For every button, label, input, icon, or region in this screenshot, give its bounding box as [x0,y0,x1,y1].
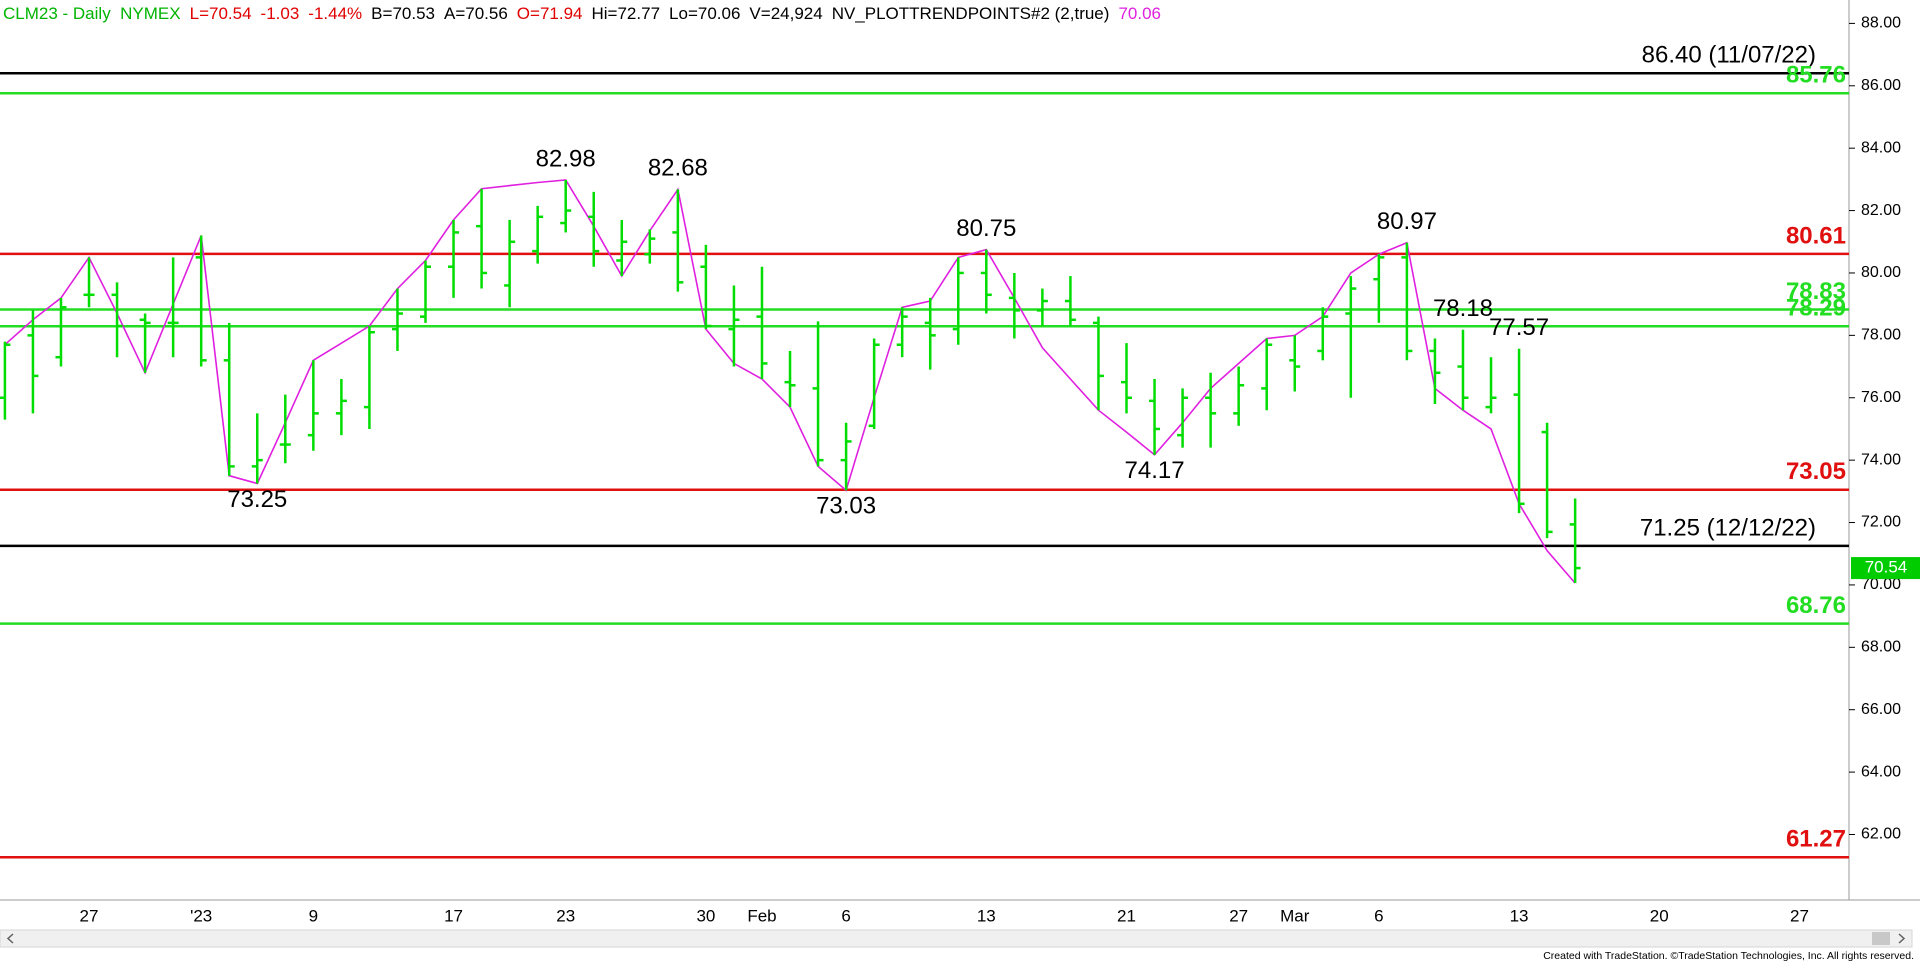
x-tick-label: 27 [1790,906,1809,925]
y-tick-label: 74.00 [1861,451,1901,468]
header-item: 70.06 [1118,4,1161,23]
y-tick-label: 76.00 [1861,389,1901,406]
last-price-box [1851,557,1920,580]
x-tick-label: 27 [1229,906,1248,925]
swing-high-label: 82.98 [536,145,596,172]
header-item: O=71.94 [516,4,583,23]
header-item: B=70.53 [371,4,435,23]
header-item: Lo=70.06 [669,4,741,23]
y-tick-label: 86.00 [1861,77,1901,94]
x-tick-label: 9 [309,906,318,925]
header-item: A=70.56 [443,4,508,23]
swing-low-label: 73.03 [816,493,876,520]
x-tick-label: 13 [1510,906,1529,925]
y-tick-label: 66.00 [1861,701,1901,718]
y-tick-label: 88.00 [1861,15,1901,32]
level-label: 80.61 [1786,222,1846,249]
header: CLM23 - Daily NYMEX L=70.54 -1.03 -1.44% B=7… [3,3,1170,25]
level-label: 71.25 (12/12/22) [1640,514,1816,541]
scroll-left[interactable] [6,933,14,944]
x-tick-label: 21 [1117,906,1136,925]
header-item: L=70.54 [189,4,252,23]
x-tick-label: 20 [1650,906,1669,925]
header-item: Hi=72.77 [591,4,661,23]
header-item: -1.03 [260,4,300,23]
y-tick-label: 62.00 [1861,826,1901,843]
x-tick-label: 6 [1374,906,1383,925]
x-tick-label: '23 [190,906,212,925]
x-tick-label: Feb [747,906,776,925]
x-tick-label: 23 [556,906,575,925]
swing-high-label: 80.75 [956,215,1016,242]
y-tick-label: 68.00 [1861,639,1901,656]
swing-low-label: 73.25 [227,486,287,513]
level-label: 85.76 [1786,62,1846,89]
header-item: -1.44% [308,4,363,23]
swing-low-label: 74.17 [1125,457,1185,484]
footer: Created with TradeStation. ©TradeStation… [1543,950,1914,962]
swing-high-label: 82.68 [648,155,708,182]
header-item: V=24,924 [749,4,823,23]
x-tick-label: 6 [841,906,850,925]
swing-high-label: 80.97 [1377,208,1437,235]
level-label: 78.29 [1786,295,1846,322]
header-item: NV_PLOTTRENDPOINTS#2 (2,true) [831,4,1110,23]
header-item: CLM23 - Daily NYMEX [3,4,181,23]
y-tick-label: 80.00 [1861,264,1901,281]
level-label: 73.05 [1786,458,1846,485]
swing-high-label: 78.18 [1433,295,1493,322]
level-label: 61.27 [1786,826,1846,853]
last-price-label: 70.54 [1865,558,1908,577]
y-tick-label: 72.00 [1861,514,1901,531]
x-tick-label: Mar [1280,906,1310,925]
level-label: 68.76 [1786,592,1846,619]
level-label: 78.83 [1786,278,1846,305]
level-label: 86.40 (11/07/22) [1642,42,1816,69]
y-tick-label: 64.00 [1861,763,1901,780]
y-tick-label: 78.00 [1861,327,1901,344]
y-tick-label: 84.00 [1861,139,1901,156]
swing-high-label: 77.57 [1489,314,1549,341]
scroll-thumb[interactable] [1872,932,1890,945]
scrollbar[interactable] [0,929,1913,948]
y-tick-label: 82.00 [1861,202,1901,219]
x-tick-label: 27 [80,906,99,925]
y-tick-label: 70.00 [1861,576,1901,593]
scroll-right[interactable] [1898,933,1906,944]
x-tick-label: 30 [696,906,715,925]
x-tick-label: 13 [977,906,996,925]
x-tick-label: 17 [444,906,463,925]
